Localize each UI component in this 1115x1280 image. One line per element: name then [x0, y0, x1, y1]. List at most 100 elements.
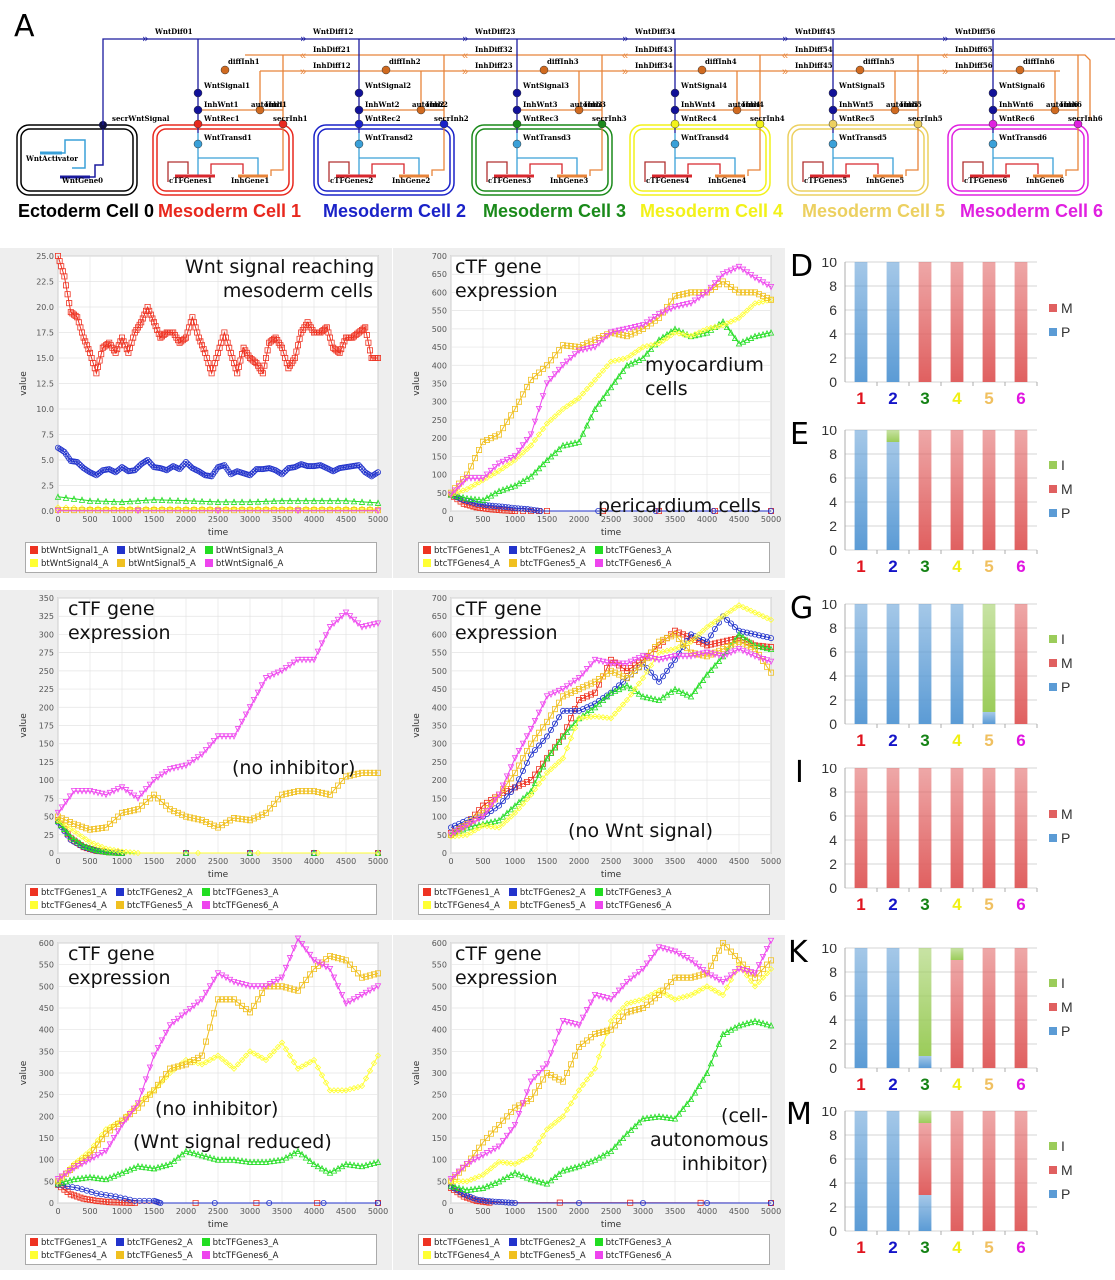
data-point — [511, 1160, 519, 1168]
data-point — [99, 825, 105, 832]
data-point — [351, 966, 357, 972]
data-point — [515, 1170, 523, 1178]
data-point — [64, 1188, 71, 1195]
data-point — [82, 1174, 90, 1181]
data-point — [575, 394, 583, 402]
data-point — [583, 1159, 591, 1166]
y-tick-label: 450 — [432, 1004, 447, 1013]
inhibitor-back-line — [245, 54, 1091, 120]
category-label: 4 — [952, 895, 962, 914]
data-point — [711, 618, 719, 625]
data-point — [296, 335, 303, 342]
data-point — [298, 1063, 306, 1070]
bar-M-3 — [918, 1123, 932, 1195]
data-point — [620, 1013, 626, 1020]
legend-swatch — [30, 901, 38, 909]
bar-M-2 — [886, 768, 900, 888]
data-point — [503, 484, 511, 492]
data-point — [699, 1076, 707, 1083]
data-point — [656, 638, 662, 645]
data-point — [86, 844, 94, 851]
wnt-transd-label: WntTransd2 — [364, 133, 413, 142]
legend-swatch — [1049, 683, 1057, 691]
bar-M-4 — [950, 768, 964, 888]
data-point — [715, 657, 723, 664]
y-tick-label: 50 — [437, 489, 447, 498]
data-point — [230, 1065, 238, 1072]
x-tick-label: 500 — [82, 1207, 97, 1216]
data-point — [575, 1087, 583, 1094]
category-label: 6 — [1016, 1075, 1025, 1094]
data-point — [72, 458, 79, 465]
data-point — [355, 462, 362, 469]
auto-inh-label: autoInh4 — [728, 100, 764, 109]
data-point — [95, 825, 101, 832]
data-point — [362, 1075, 370, 1082]
data-point — [591, 344, 599, 351]
data-point — [672, 656, 679, 663]
data-point — [259, 811, 265, 818]
data-point — [552, 720, 559, 727]
data-point — [190, 1149, 198, 1157]
legend-label: btcTFGenes1_A — [434, 1238, 500, 1248]
data-point — [712, 640, 718, 647]
data-point — [162, 1029, 170, 1037]
data-point — [222, 733, 230, 740]
y-tick-label: 650 — [432, 612, 447, 621]
data-point — [551, 689, 559, 697]
data-point — [467, 475, 475, 482]
data-point — [719, 613, 727, 620]
data-point — [214, 1156, 222, 1163]
panel-label-e: E — [790, 417, 809, 452]
data-point — [150, 1052, 158, 1060]
category-label: 6 — [1016, 1238, 1025, 1257]
data-point — [271, 800, 277, 807]
data-point — [747, 607, 755, 614]
bar-chart-g: 0 2 4 6 8 10 1 2 3 4 5 6 I M P — [815, 600, 1115, 760]
data-point — [135, 806, 141, 813]
mesoderm-cell-2-network: WntSignal2InhWnt2WntRec2WntTransd2diffIn… — [328, 39, 469, 185]
y-axis-label: value — [412, 371, 422, 396]
data-point — [74, 788, 82, 795]
data-point — [78, 833, 86, 840]
legend-label: btWntSignal5_A — [128, 559, 196, 569]
data-point — [374, 849, 382, 857]
data-point — [684, 290, 690, 297]
data-point — [215, 824, 221, 831]
data-point — [83, 825, 89, 832]
data-point — [338, 992, 346, 999]
data-point — [105, 848, 113, 856]
data-point — [659, 337, 667, 344]
data-point — [331, 787, 337, 794]
data-point — [102, 791, 110, 799]
y-tick-label: 225 — [39, 685, 54, 694]
data-point — [679, 653, 687, 660]
data-point — [583, 421, 591, 429]
data-point — [82, 1158, 90, 1166]
data-point — [763, 329, 771, 337]
data-point — [576, 686, 582, 693]
data-point — [604, 1027, 610, 1034]
data-point — [74, 459, 81, 465]
x-tick-label: 3500 — [272, 1207, 292, 1216]
legend-item: btcTFGenes2_A — [115, 887, 193, 900]
legend-swatch — [1049, 834, 1057, 842]
data-point — [719, 271, 727, 278]
data-point — [511, 1169, 519, 1176]
data-point — [527, 442, 535, 449]
data-point — [500, 425, 506, 432]
legend-label: btcTFGenes5_A — [126, 1251, 193, 1261]
data-point — [62, 1177, 70, 1185]
x-tick-label: 2000 — [569, 857, 589, 866]
data-point — [138, 319, 145, 326]
data-point — [303, 976, 309, 983]
data-point — [631, 324, 639, 331]
data-point — [274, 468, 281, 475]
data-point — [342, 609, 350, 617]
y-tick-label: 100 — [432, 471, 447, 480]
data-point — [619, 983, 627, 990]
data-point — [659, 656, 667, 663]
panel-label-i: I — [795, 755, 804, 790]
data-point — [520, 768, 527, 774]
data-point — [291, 355, 298, 361]
